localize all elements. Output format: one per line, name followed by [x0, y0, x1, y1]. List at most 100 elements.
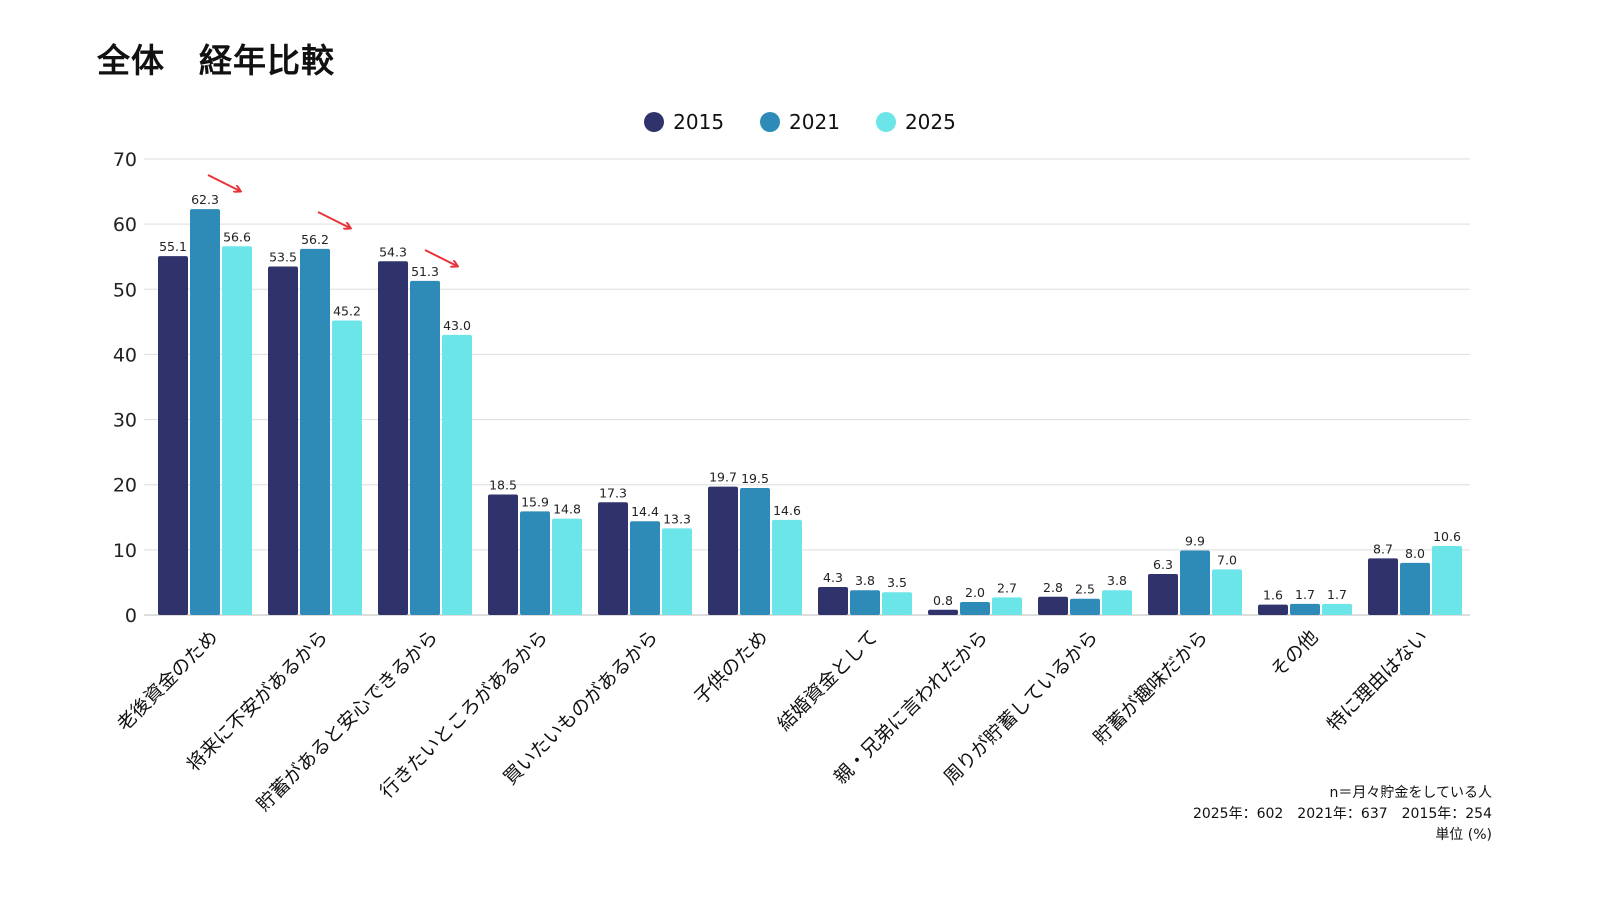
bar-2015-10	[1258, 604, 1288, 615]
legend-label-2015: 2015	[673, 110, 725, 134]
data-label-2025: 3.5	[887, 575, 907, 590]
data-label-2015: 8.7	[1373, 541, 1393, 556]
bar-2021-6	[850, 590, 880, 615]
bar-2025-7	[992, 597, 1022, 615]
data-label-2015: 2.8	[1043, 580, 1063, 595]
data-labels: 55.1 62.3 56.6 53.5 56.2 45.2 54.3 51.3 43.0 18.5…	[159, 192, 1461, 608]
bar-2015-4	[598, 502, 628, 615]
y-tick-label: 60	[113, 214, 137, 236]
bar-2021-1	[300, 248, 330, 615]
legend-swatch-2025	[875, 112, 896, 132]
bar-2015-1	[268, 266, 298, 615]
bar-2021-10	[1290, 603, 1320, 615]
bar-2021-2	[410, 280, 440, 615]
data-label-2025: 3.8	[1107, 573, 1127, 588]
y-tick-label: 0	[125, 605, 137, 627]
bar-2021-8	[1070, 598, 1100, 615]
y-tick-label: 50	[113, 279, 137, 301]
gridlines	[144, 158, 1470, 616]
data-label-2021: 62.3	[191, 192, 219, 207]
data-label-2025: 1.7	[1327, 587, 1347, 602]
data-label-2015: 19.7	[709, 470, 737, 485]
bar-2025-11	[1432, 545, 1462, 615]
bar-2021-5	[740, 487, 770, 615]
legend-swatch-2015	[644, 112, 665, 132]
bar-2015-7	[928, 609, 958, 615]
data-label-2015: 55.1	[159, 239, 187, 254]
footnote: n＝月々貯金をしている人 2025年：602 2021年：637 2015年：2…	[1193, 783, 1492, 846]
legend-swatch-2021	[760, 112, 781, 132]
data-label-2015: 6.3	[1153, 557, 1173, 572]
data-label-2025: 14.6	[773, 503, 801, 518]
bar-2015-5	[708, 486, 738, 615]
legend-label-2025: 2025	[904, 110, 956, 134]
data-label-2021: 19.5	[741, 471, 769, 486]
bar-2025-5	[772, 519, 802, 615]
x-tick-label: 特に理由はない	[1323, 626, 1433, 736]
data-label-2015: 0.8	[933, 593, 953, 608]
data-label-2025: 7.0	[1217, 552, 1237, 567]
bar-2025-4	[662, 528, 692, 615]
data-label-2021: 2.5	[1075, 582, 1095, 597]
bar-2021-11	[1400, 562, 1430, 615]
bar-2021-3	[520, 511, 550, 615]
bar-2015-2	[378, 261, 408, 615]
y-tick-label: 20	[113, 475, 137, 497]
y-tick-label: 40	[113, 344, 137, 366]
data-label-2021: 3.8	[855, 573, 875, 588]
data-label-2025: 2.7	[997, 580, 1017, 595]
data-label-2015: 1.6	[1263, 588, 1283, 603]
data-label-2021: 2.0	[965, 585, 985, 600]
bar-2021-0	[190, 209, 220, 615]
bar-2025-8	[1102, 590, 1132, 615]
bar-2015-9	[1148, 573, 1178, 615]
legend-item-2021: 2021	[760, 110, 840, 134]
trend-arrow-icon	[317, 211, 350, 228]
data-label-2025: 14.8	[553, 502, 581, 517]
annotations	[207, 174, 457, 266]
data-label-2021: 15.9	[521, 494, 549, 509]
bar-2015-6	[818, 586, 848, 615]
data-label-2025: 45.2	[333, 304, 361, 319]
y-tick-label: 30	[113, 410, 137, 432]
footnote-unit: 単位 (%)	[1435, 827, 1492, 843]
data-label-2021: 51.3	[411, 264, 439, 279]
legend-item-2015: 2015	[644, 110, 724, 134]
bar-2025-10	[1322, 603, 1352, 615]
data-label-2021: 14.4	[631, 504, 659, 519]
x-tick-label: 子供のため	[690, 626, 773, 709]
data-label-2025: 56.6	[223, 229, 251, 244]
data-label-2015: 4.3	[823, 570, 843, 585]
data-label-2021: 1.7	[1295, 587, 1315, 602]
bar-2025-0	[222, 246, 252, 615]
x-tick-label: 貯蓄が趣味だから	[1089, 626, 1212, 749]
data-label-2015: 54.3	[379, 244, 407, 259]
data-label-2015: 18.5	[489, 477, 517, 492]
trend-arrow-icon	[424, 249, 457, 266]
data-label-2025: 10.6	[1433, 529, 1461, 544]
footnote-sample-definition: n＝月々貯金をしている人	[1329, 785, 1492, 801]
trend-arrow-icon	[207, 174, 240, 191]
data-label-2021: 9.9	[1185, 534, 1205, 549]
bar-2025-2	[442, 334, 472, 615]
data-label-2015: 17.3	[599, 485, 627, 500]
bar-2021-7	[960, 601, 990, 615]
bar-2015-0	[158, 256, 188, 615]
data-label-2015: 53.5	[269, 249, 297, 264]
bar-2025-6	[882, 592, 912, 615]
x-tick-label: 老後資金のため	[113, 626, 223, 736]
x-tick-label: その他	[1267, 626, 1323, 682]
bar-2015-3	[488, 494, 518, 615]
y-axis-ticks: 0 10 20 30 40 50 60 70	[113, 149, 137, 627]
bar-2021-9	[1180, 550, 1210, 615]
data-label-2025: 13.3	[663, 511, 691, 526]
chart-title: 全体 経年比較	[97, 41, 335, 80]
legend: 2015 2021 2025	[0, 110, 1600, 134]
footnote-sample-sizes: 2025年：602 2021年：637 2015年：254	[1192, 806, 1492, 822]
bar-2025-9	[1212, 569, 1242, 615]
bars	[158, 209, 1462, 615]
legend-item-2025: 2025	[875, 110, 956, 134]
bar-2025-3	[552, 518, 582, 615]
y-tick-label: 10	[113, 540, 137, 562]
